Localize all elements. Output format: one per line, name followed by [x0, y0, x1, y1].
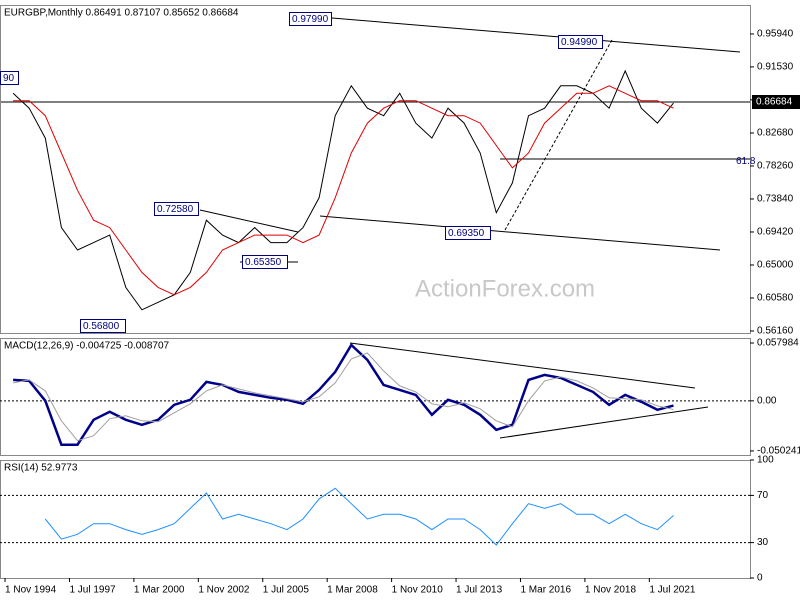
- annotation-box: [445, 226, 491, 240]
- x-tick-label: 1 Jul 2005: [263, 585, 310, 596]
- y-tick-label: 0.56160: [757, 326, 794, 337]
- watermark: ActionForex.com: [415, 275, 595, 302]
- x-tick-label: 1 Jul 2021: [649, 585, 696, 596]
- annotation: 0.65350: [245, 257, 282, 268]
- series-line: [13, 85, 674, 296]
- annotation-box: [242, 255, 288, 269]
- series-line: [13, 343, 674, 446]
- annotation-box: [289, 12, 332, 26]
- y-tick-label: -0.050241: [757, 446, 800, 457]
- last-price-box: [752, 95, 800, 109]
- fib-line: [504, 39, 613, 231]
- annotation-box: [154, 202, 199, 216]
- x-tick-label: 1 Mar 2008: [327, 585, 378, 596]
- y-tick-label: 0.78260: [757, 161, 794, 172]
- annotation: 0.56800: [83, 321, 120, 332]
- y-tick-label: 0.60580: [757, 293, 794, 304]
- x-tick-label: 1 Jul 1997: [69, 585, 116, 596]
- panel-border: [0, 460, 751, 579]
- annotation: 0.94990: [561, 37, 598, 48]
- y-tick-label: 0.95940: [757, 29, 794, 40]
- y-tick-label: 70: [757, 490, 769, 501]
- x-tick-label: 1 Mar 2016: [520, 585, 571, 596]
- y-tick-label: 0.057984: [757, 338, 799, 349]
- x-tick-label: 1 Nov 2002: [198, 585, 250, 596]
- x-tick-label: 1 Mar 2000: [134, 585, 185, 596]
- trend-line: [199, 209, 299, 233]
- series-line: [44, 487, 674, 546]
- annotation: 0.72580: [157, 204, 194, 215]
- annotation-box: [80, 319, 126, 333]
- trend-line: [499, 406, 709, 439]
- panel-title: EURGBP,Monthly 0.86491 0.87107 0.85652 0…: [4, 8, 239, 19]
- annotation: 61.8: [736, 156, 756, 167]
- annotation: 0.69350: [448, 228, 485, 239]
- y-tick-label: 0.82680: [757, 128, 794, 139]
- y-tick-label: 0: [757, 573, 763, 584]
- trend-line: [349, 342, 696, 389]
- x-tick-label: 1 Nov 2018: [585, 585, 637, 596]
- series-line: [12, 69, 674, 311]
- y-tick-label: 0.00: [757, 395, 777, 406]
- panel-border: [0, 338, 751, 456]
- annotation-box: [0, 71, 19, 85]
- x-tick-label: 1 Nov 1994: [5, 585, 57, 596]
- annotation: 0.97990: [292, 14, 329, 25]
- panel-title: RSI(14) 52.9773: [4, 463, 78, 474]
- x-tick-label: 1 Jul 2013: [456, 585, 503, 596]
- annotation: 90: [3, 73, 15, 84]
- y-tick-label: 30: [757, 537, 769, 548]
- y-tick-label: 100: [757, 455, 774, 466]
- y-tick-label: 0.73840: [757, 194, 794, 205]
- x-tick-label: 1 Nov 2010: [392, 585, 444, 596]
- trend-line: [331, 17, 741, 53]
- series-line: [13, 352, 674, 442]
- last-price-label: 0.86684: [756, 97, 793, 108]
- trend-line: [319, 215, 721, 251]
- panel-border: [0, 5, 751, 334]
- y-tick-label: 0.65000: [757, 260, 794, 271]
- y-tick-label: 0.69420: [757, 227, 794, 238]
- annotation-box: [558, 35, 603, 49]
- panel-title: MACD(12,26,9) -0.004725 -0.008707: [4, 341, 170, 352]
- y-tick-label: 0.91530: [757, 62, 794, 73]
